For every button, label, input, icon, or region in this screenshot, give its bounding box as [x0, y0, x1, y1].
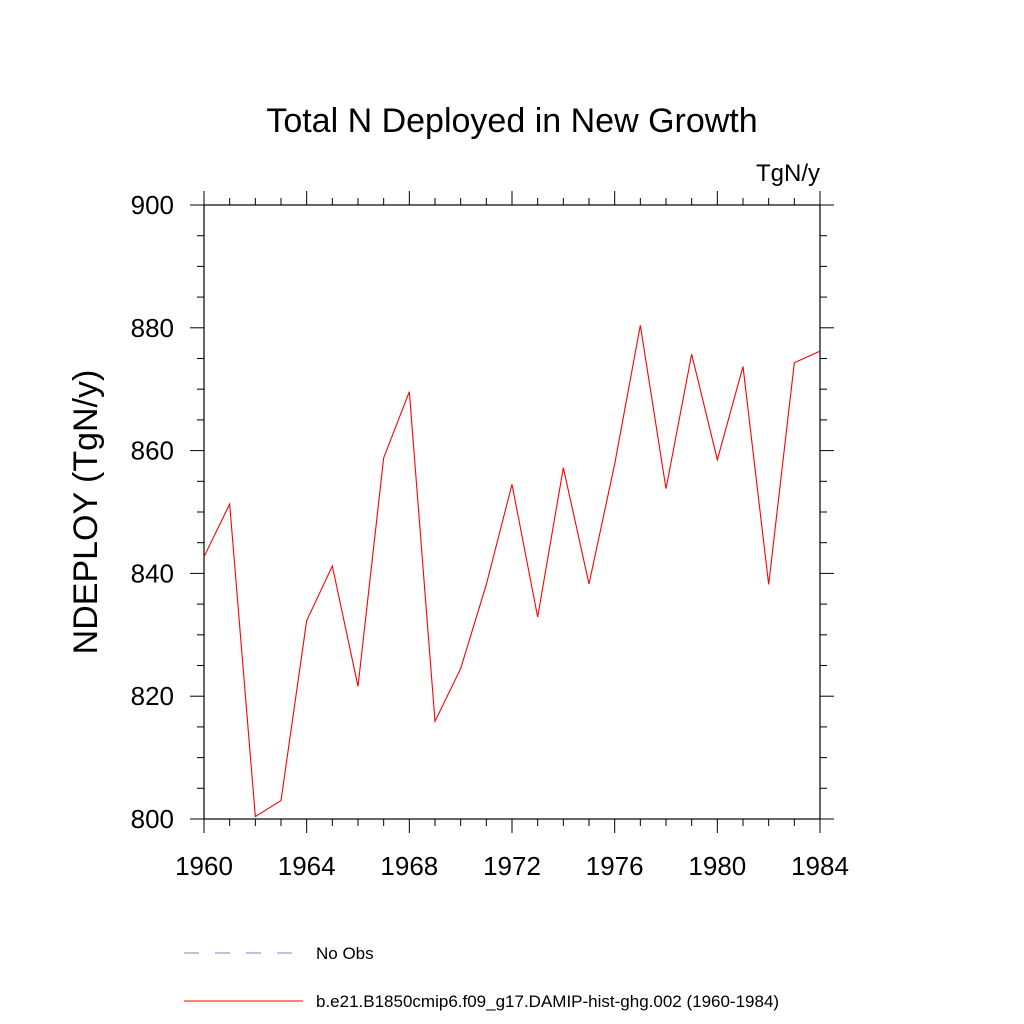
- y-axis-label: NDEPLOY (TgN/y): [67, 370, 105, 655]
- units-label: TgN/y: [756, 160, 820, 187]
- legend: No Obs b.e21.B1850cmip6.f09_g17.DAMIP-his…: [184, 944, 779, 1011]
- legend-label-1: b.e21.B1850cmip6.f09_g17.DAMIP-hist-ghg.…: [316, 992, 779, 1011]
- x-tick-label: 1960: [175, 851, 233, 881]
- y-tick-label: 900: [131, 190, 174, 220]
- axes: 1960 1964 1968 1972 1976 1980 1984 800 820 840 860…: [131, 190, 849, 881]
- chart-title: Total N Deployed in New Growth: [266, 102, 757, 140]
- x-tick-label: 1972: [483, 851, 541, 881]
- plot-lines: [203, 325, 821, 818]
- plot-frame: [203, 204, 821, 820]
- x-tick-label: 1980: [688, 851, 746, 881]
- x-tick-label: 1968: [380, 851, 438, 881]
- y-tick-label: 840: [131, 558, 174, 588]
- x-tick-label: 1976: [586, 851, 644, 881]
- y-tick-label: 800: [131, 804, 174, 834]
- y-tick-label: 860: [131, 436, 174, 466]
- y-tick-label: 880: [131, 313, 174, 343]
- series-line-1: [203, 325, 821, 818]
- legend-label-0: No Obs: [316, 944, 374, 963]
- x-tick-label: 1964: [278, 851, 336, 881]
- y-tick-label: 820: [131, 681, 174, 711]
- x-tick-label: 1984: [791, 851, 849, 881]
